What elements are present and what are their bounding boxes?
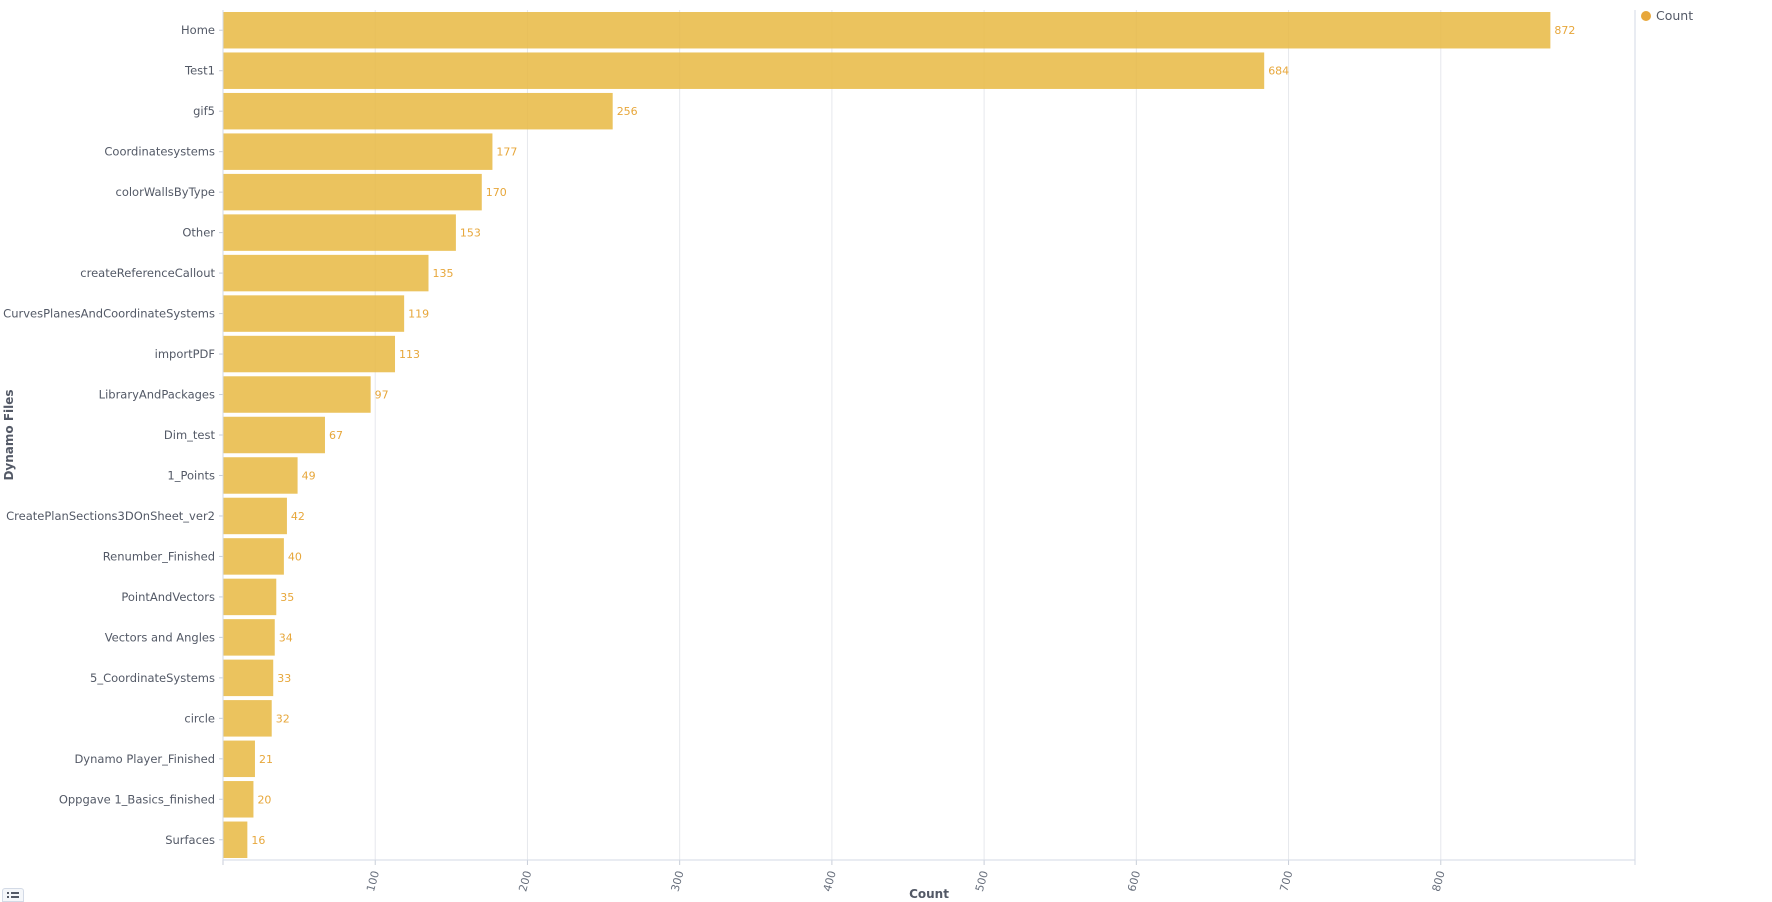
value-label: 49 — [302, 469, 316, 482]
category-label: gif5 — [193, 104, 215, 118]
category-label: Oppgave 1_Basics_finished — [59, 792, 215, 806]
bar-10[interactable] — [223, 416, 325, 454]
category-label: createReferenceCallout — [80, 266, 215, 280]
bar-18[interactable] — [223, 740, 255, 778]
list-icon — [7, 891, 19, 899]
x-tick-label: 100 — [364, 869, 382, 893]
list-icon-stroke — [7, 896, 9, 898]
value-label: 135 — [433, 267, 454, 280]
bar-0[interactable] — [223, 12, 1551, 49]
value-label: 16 — [251, 834, 265, 847]
x-tick-label: 300 — [669, 869, 687, 893]
category-label: LibraryAndPackages — [99, 388, 215, 402]
y-axis-title: Dynamo Files — [2, 389, 16, 480]
category-label: Dim_test — [164, 428, 216, 442]
bar-6[interactable] — [223, 254, 429, 292]
list-icon-stroke — [11, 896, 19, 898]
bar-16[interactable] — [223, 659, 274, 697]
bar-1[interactable] — [223, 52, 1265, 89]
x-tick-label: 800 — [1430, 869, 1448, 893]
bar-11[interactable] — [223, 457, 298, 494]
value-label: 20 — [257, 793, 271, 806]
value-label: 113 — [399, 348, 420, 361]
bar-4[interactable] — [223, 173, 482, 211]
value-label: 153 — [460, 227, 481, 240]
bar-9[interactable] — [223, 376, 371, 413]
category-label: CreatePlanSections3DOnSheet_ver2 — [6, 509, 215, 523]
value-label: 67 — [329, 429, 343, 442]
value-label: 33 — [277, 672, 291, 685]
category-label: importPDF — [155, 347, 215, 361]
x-tick-label: 500 — [973, 869, 991, 893]
value-label: 177 — [496, 146, 517, 159]
category-label: 1_Points — [167, 468, 215, 482]
bar-5[interactable] — [223, 214, 456, 251]
x-tick-label: 400 — [821, 869, 839, 893]
x-tick-label: 600 — [1125, 869, 1143, 893]
bar-13[interactable] — [223, 538, 284, 575]
category-label: 5_CoordinateSystems — [90, 671, 215, 685]
bar-19[interactable] — [223, 781, 254, 818]
category-labels: Home Test1 gif5 Coordinatesystems colorWalls… — [3, 23, 223, 847]
category-label: Test1 — [184, 64, 215, 78]
gridlines — [222, 10, 1442, 865]
bar-12[interactable] — [223, 497, 287, 535]
category-label: Dynamo Player_Finished — [74, 752, 215, 766]
x-tick-label: 200 — [516, 869, 534, 893]
legend[interactable]: Count — [1641, 8, 1693, 23]
value-label: 97 — [375, 389, 389, 402]
category-label: Home — [181, 23, 215, 37]
bar-15[interactable] — [223, 619, 275, 656]
bar-17[interactable] — [223, 700, 272, 737]
value-label: 34 — [279, 631, 293, 644]
legend-color-dot — [1641, 11, 1651, 21]
value-labels: 872 684 256 177 170 153 135 119 113 97 67 49 42 40 35 3… — [251, 24, 1575, 847]
value-label: 170 — [486, 186, 507, 199]
value-label: 872 — [1554, 24, 1575, 37]
bar-14[interactable] — [223, 578, 277, 616]
value-label: 32 — [276, 712, 290, 725]
value-label: 42 — [291, 510, 305, 523]
value-label: 35 — [280, 591, 294, 604]
category-label: Surfaces — [165, 833, 215, 847]
category-label: PointAndVectors — [121, 590, 215, 604]
category-label: colorWallsByType — [116, 185, 216, 199]
legend-item-count[interactable]: Count — [1656, 8, 1693, 23]
value-label: 684 — [1268, 65, 1289, 78]
value-label: 40 — [288, 550, 302, 563]
x-tick-label: 700 — [1277, 869, 1295, 893]
list-icon-stroke — [7, 892, 9, 894]
x-axis-title: Count — [909, 887, 949, 901]
category-label: circle — [184, 711, 215, 725]
x-tick-labels: 100 200 300 400 500 600 700 800 — [364, 869, 1448, 893]
category-label: Other — [182, 226, 215, 240]
bar-2[interactable] — [223, 92, 613, 130]
bar-20[interactable] — [223, 821, 248, 858]
legend-toggle-button[interactable] — [2, 888, 24, 902]
list-icon-stroke — [11, 892, 19, 894]
bar-3[interactable] — [223, 133, 493, 170]
bar-7[interactable] — [223, 295, 405, 332]
value-label: 119 — [408, 308, 429, 321]
value-label: 256 — [617, 105, 638, 118]
category-label: CurvesPlanesAndCoordinateSystems — [3, 307, 215, 321]
category-label: Coordinatesystems — [104, 145, 215, 159]
value-label: 21 — [259, 753, 273, 766]
category-label: Vectors and Angles — [105, 630, 215, 644]
category-label: Renumber_Finished — [103, 549, 215, 563]
bar-8[interactable] — [223, 335, 396, 373]
bars — [223, 12, 1551, 858]
